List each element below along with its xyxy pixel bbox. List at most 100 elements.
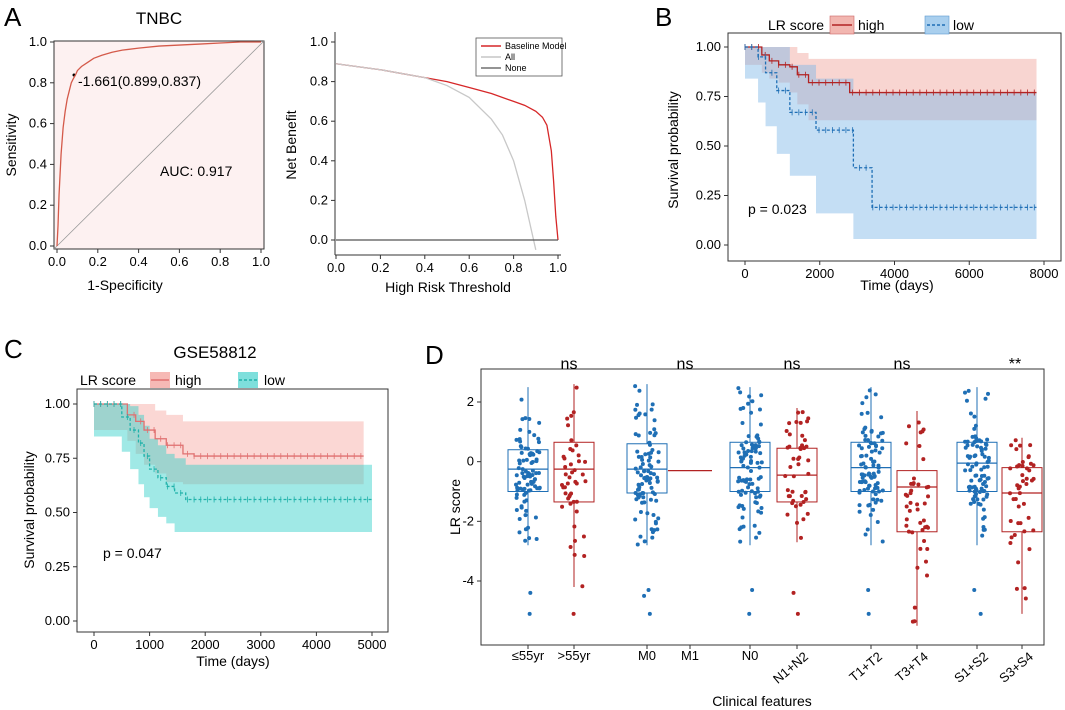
box-point <box>637 411 642 416</box>
box-point <box>738 539 743 544</box>
box-point <box>574 385 579 390</box>
box-point <box>741 463 746 468</box>
box-point <box>565 416 570 421</box>
box-point <box>918 520 923 525</box>
box-point <box>788 465 793 470</box>
boxplot-y-label: LR score <box>447 479 463 535</box>
box-point <box>925 546 930 551</box>
box-point <box>787 444 792 449</box>
box-xtick-label: T1+T2 <box>846 649 885 685</box>
box-point <box>756 476 761 481</box>
box-point <box>568 544 573 549</box>
box-xtick-label: N1+N2 <box>770 649 811 687</box>
box-point <box>869 449 874 454</box>
box-point <box>973 423 978 428</box>
box-point <box>747 394 752 399</box>
km-gse-legend-low: low <box>264 372 286 388</box>
box-point <box>963 468 968 473</box>
box-point <box>749 410 754 415</box>
box-outlier <box>795 611 800 616</box>
roc-title: TNBC <box>136 9 182 28</box>
box-point <box>871 507 876 512</box>
box-point <box>873 483 878 488</box>
km-tnbc-legend-low: low <box>953 17 975 33</box>
km-gse-legend-swatch-low <box>238 372 258 388</box>
box-point <box>638 534 643 539</box>
box-point <box>879 498 884 503</box>
dca-xtick-label: 0.6 <box>460 260 478 275</box>
box-point <box>1020 473 1025 478</box>
box-point <box>570 470 575 475</box>
box-point <box>580 472 585 477</box>
box-point <box>863 433 868 438</box>
box-point <box>529 479 534 484</box>
box-point <box>567 475 572 480</box>
box-point <box>968 501 973 506</box>
box-point <box>983 442 988 447</box>
box-point <box>975 444 980 449</box>
box-point <box>1027 468 1032 473</box>
box-point <box>804 497 809 502</box>
box-point <box>1027 547 1032 552</box>
box-point <box>648 471 653 476</box>
box-point <box>738 492 743 497</box>
box-point <box>576 453 581 458</box>
box-point <box>517 480 522 485</box>
box-point <box>867 483 872 488</box>
box-point <box>862 473 867 478</box>
box-point <box>655 475 660 480</box>
box-point <box>638 465 643 470</box>
box-point <box>873 486 878 491</box>
box-point <box>921 427 926 432</box>
box-point <box>633 384 638 389</box>
box-point <box>787 494 792 499</box>
box-point <box>574 509 579 514</box>
box-point <box>643 475 648 480</box>
box-point <box>977 478 982 483</box>
box-point <box>925 573 930 578</box>
box-point <box>652 491 657 496</box>
box-point <box>648 476 653 481</box>
box-point <box>787 421 792 426</box>
km-gse-xtick-label: 1000 <box>135 637 164 652</box>
box-point <box>526 472 531 477</box>
km-tnbc-x-label: Time (days) <box>860 277 933 293</box>
box-xtick-label: M1 <box>681 648 699 663</box>
roc-xtick-label: 0.8 <box>211 254 229 269</box>
box-point <box>568 446 573 451</box>
box-point <box>656 516 661 521</box>
box-point <box>568 462 573 467</box>
box-point <box>867 502 872 507</box>
box-point <box>880 430 885 435</box>
km-tnbc-legend-title: LR score <box>768 17 824 33</box>
box-point <box>536 436 541 441</box>
panel-label-c: C <box>4 334 23 364</box>
box-point <box>916 420 921 425</box>
km-gse-xtick-label: 4000 <box>302 637 331 652</box>
box-point <box>981 507 986 512</box>
box-point <box>514 492 519 497</box>
box-point <box>750 399 755 404</box>
box-point <box>966 485 971 490</box>
box-point <box>522 486 527 491</box>
box-point <box>909 488 914 493</box>
box-point <box>523 538 528 543</box>
box-point <box>863 465 868 470</box>
box-point <box>965 454 970 459</box>
roc-xtick-label: 1.0 <box>252 254 270 269</box>
box-point <box>562 485 567 490</box>
box-point <box>908 500 913 505</box>
box-point <box>649 450 654 455</box>
roc-xtick-label: 0.2 <box>89 254 107 269</box>
box-outlier <box>747 611 752 616</box>
box-point <box>518 427 523 432</box>
box-point <box>527 417 532 422</box>
box-point <box>754 434 759 439</box>
box-point <box>860 430 865 435</box>
box-point <box>973 473 978 478</box>
box-point <box>783 474 788 479</box>
box-point <box>565 481 570 486</box>
km-tnbc-y-label: Survival probability <box>665 91 681 209</box>
box-point <box>803 489 808 494</box>
dca-y-label: Net Benefit <box>283 110 299 179</box>
